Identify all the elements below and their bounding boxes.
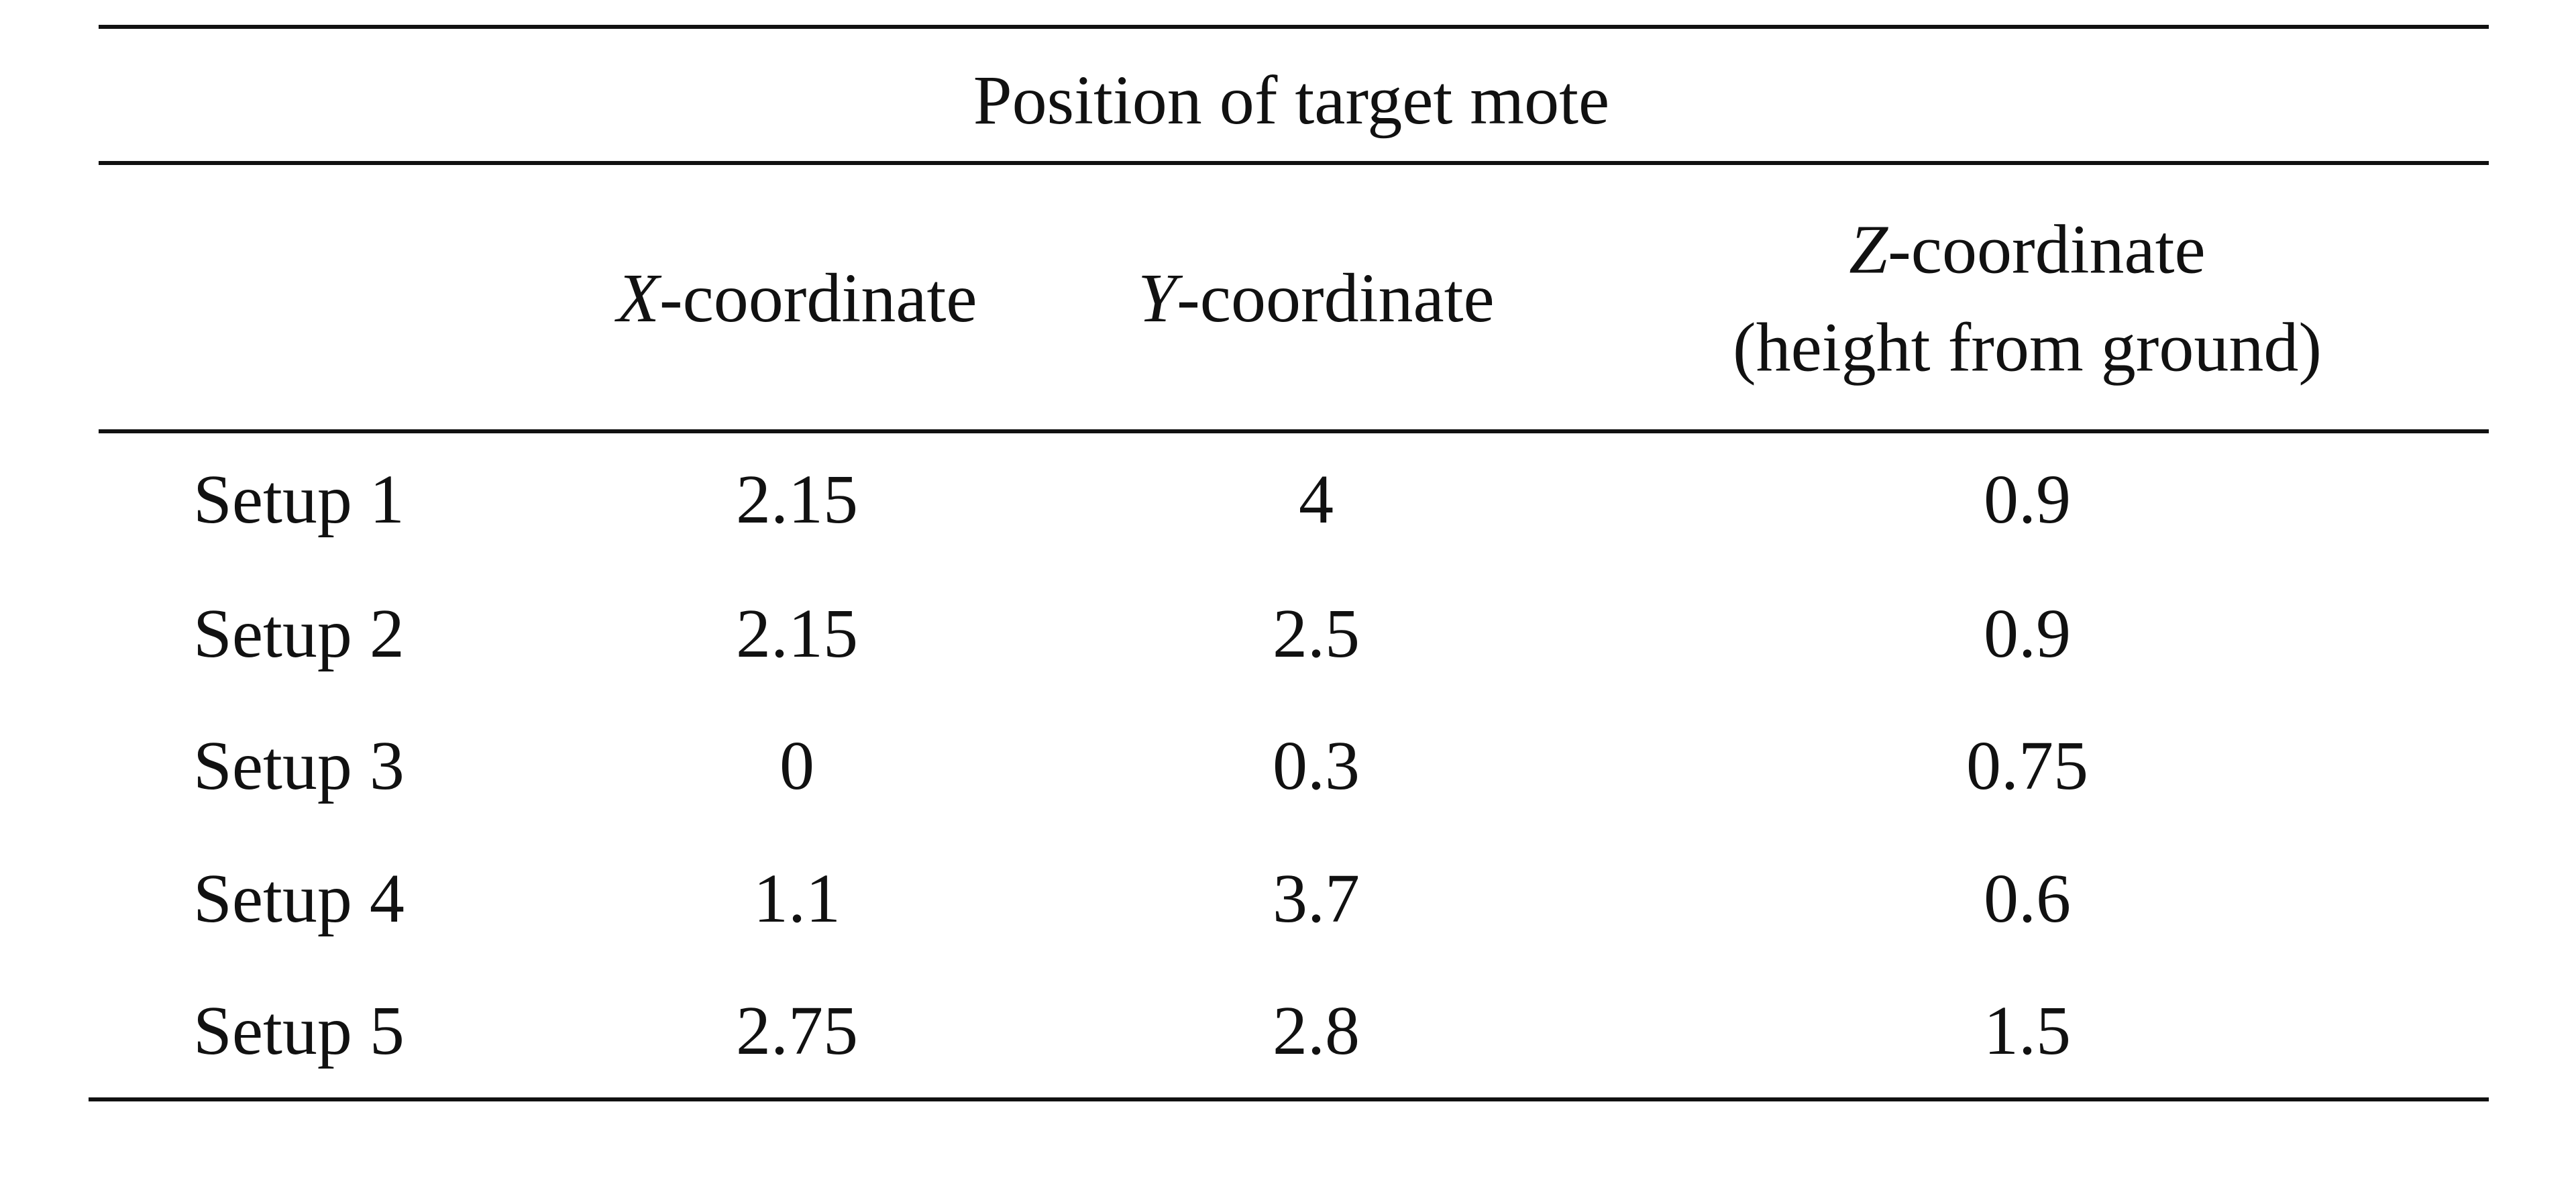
cell-x: 2.15 [736, 595, 858, 672]
cell-x: 0 [780, 727, 814, 804]
row-label: Setup 2 [193, 595, 405, 672]
row-label: Setup 3 [193, 727, 405, 804]
row-label: Setup 5 [193, 992, 405, 1069]
cell-y: 3.7 [1273, 860, 1360, 937]
cell-z: 0.9 [1984, 595, 2071, 672]
cell-z: 0.9 [1984, 461, 2071, 538]
header-z-line1: Z-coordinate [1733, 201, 2322, 298]
header-z-var: Z [1849, 211, 1888, 288]
header-z-line2: (height from ground) [1732, 309, 2322, 386]
header-z-coordinate: Z-coordinate (height from ground) [1733, 201, 2322, 396]
row-label: Setup 1 [193, 461, 405, 538]
header-y-coordinate: Y-coordinate [1138, 264, 1494, 333]
header-x-coordinate: X-coordinate [616, 264, 977, 333]
bottom-rule [89, 1097, 2489, 1101]
header-z-suffix: -coordinate [1888, 211, 2206, 288]
cell-y: 0.3 [1273, 727, 1360, 804]
header-y-var: Y [1138, 260, 1177, 337]
header-x-var: X [616, 260, 659, 337]
top-rule [99, 25, 2489, 29]
cell-y: 4 [1299, 461, 1334, 538]
title-rule [99, 161, 2489, 165]
header-rule [99, 429, 2489, 433]
cell-z: 0.75 [1966, 727, 2088, 804]
cell-y: 2.8 [1273, 992, 1360, 1069]
cell-x: 2.15 [736, 461, 858, 538]
table-title: Position of target mote [973, 62, 1610, 139]
cell-x: 2.75 [736, 992, 858, 1069]
header-x-suffix: -coordinate [659, 260, 977, 337]
cell-y: 2.5 [1273, 595, 1360, 672]
header-y-suffix: -coordinate [1177, 260, 1495, 337]
cell-x: 1.1 [753, 860, 841, 937]
row-label: Setup 4 [193, 860, 405, 937]
cell-z: 0.6 [1984, 860, 2071, 937]
cell-z: 1.5 [1984, 992, 2071, 1069]
